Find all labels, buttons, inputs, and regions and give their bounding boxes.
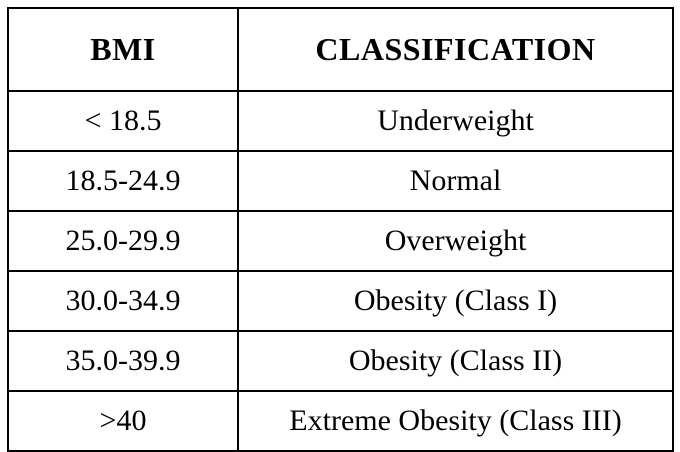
table-row: 35.0-39.9 Obesity (Class II) (7, 330, 674, 392)
table-row: 30.0-34.9 Obesity (Class I) (7, 270, 674, 332)
classification-cell: Underweight (237, 90, 674, 152)
bmi-range-cell: 35.0-39.9 (7, 330, 239, 392)
bmi-table-container: BMI CLASSIFICATION < 18.5 Underweight 18… (7, 7, 674, 452)
classification-cell: Overweight (237, 210, 674, 272)
bmi-range-cell: 18.5-24.9 (7, 150, 239, 212)
table-row: >40 Extreme Obesity (Class III) (7, 390, 674, 452)
table-row: < 18.5 Underweight (7, 90, 674, 152)
bmi-range-cell: < 18.5 (7, 90, 239, 152)
bmi-range-cell: 25.0-29.9 (7, 210, 239, 272)
classification-cell: Obesity (Class I) (237, 270, 674, 332)
classification-cell: Normal (237, 150, 674, 212)
classification-cell: Obesity (Class II) (237, 330, 674, 392)
table-header-row: BMI CLASSIFICATION (7, 7, 674, 92)
bmi-range-cell: >40 (7, 390, 239, 452)
column-header-bmi: BMI (7, 7, 239, 92)
bmi-classification-table: BMI CLASSIFICATION < 18.5 Underweight 18… (7, 7, 674, 452)
table-row: 18.5-24.9 Normal (7, 150, 674, 212)
column-header-classification: CLASSIFICATION (237, 7, 674, 92)
classification-cell: Extreme Obesity (Class III) (237, 390, 674, 452)
table-row: 25.0-29.9 Overweight (7, 210, 674, 272)
bmi-range-cell: 30.0-34.9 (7, 270, 239, 332)
